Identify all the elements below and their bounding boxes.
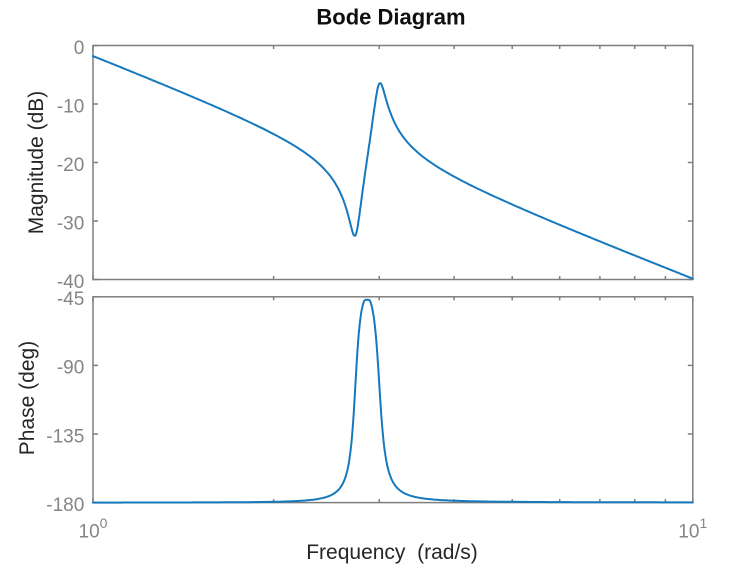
svg-text:-10: -10 bbox=[57, 96, 84, 117]
svg-text:-90: -90 bbox=[57, 358, 84, 379]
svg-text:Phase (deg): Phase (deg) bbox=[16, 341, 39, 455]
svg-text:-30: -30 bbox=[57, 213, 84, 234]
svg-text:Frequency (rad/s): Frequency (rad/s) bbox=[306, 541, 478, 564]
svg-text:Bode Diagram: Bode Diagram bbox=[316, 5, 465, 30]
svg-text:Magnitude (dB): Magnitude (dB) bbox=[25, 91, 48, 235]
svg-text:-45: -45 bbox=[57, 289, 84, 310]
svg-text:-180: -180 bbox=[46, 495, 84, 516]
svg-text:-135: -135 bbox=[46, 426, 84, 447]
svg-text:0: 0 bbox=[74, 38, 85, 59]
svg-text:100: 100 bbox=[79, 515, 108, 542]
svg-text:101: 101 bbox=[678, 515, 707, 542]
svg-text:-40: -40 bbox=[57, 272, 84, 293]
svg-text:-20: -20 bbox=[57, 155, 84, 176]
